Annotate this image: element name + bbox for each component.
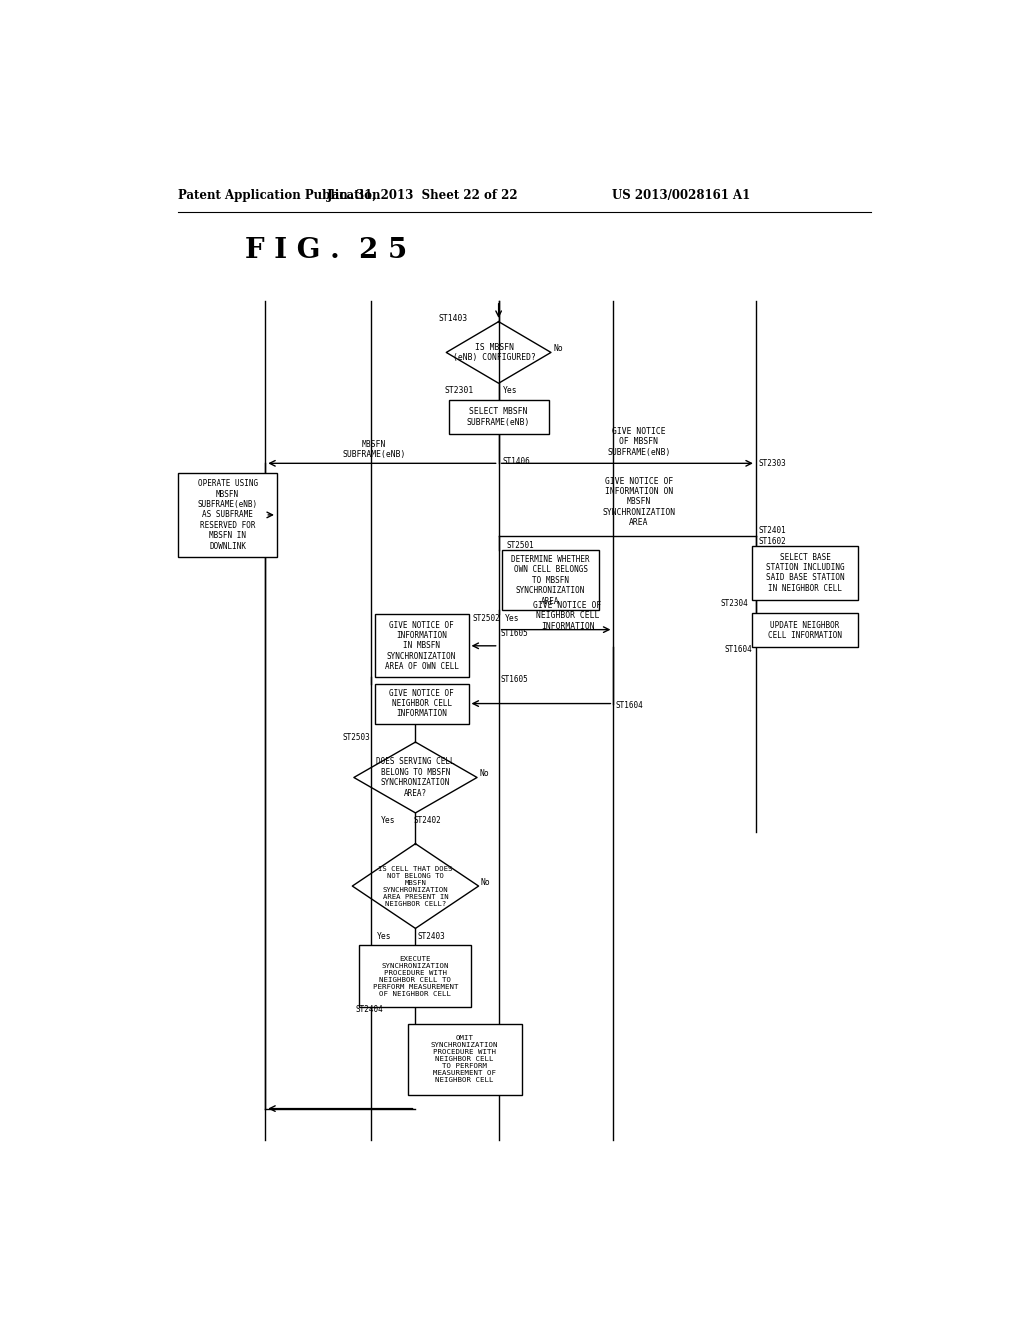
Text: GIVE NOTICE OF
INFORMATION
IN MBSFN
SYNCHRONIZATION
AREA OF OWN CELL: GIVE NOTICE OF INFORMATION IN MBSFN SYNC… <box>385 620 459 671</box>
Text: ST2403: ST2403 <box>417 932 444 941</box>
Bar <box>503 550 599 610</box>
Text: OMIT
SYNCHRONIZATION
PROCEDURE WITH
NEIGHBOR CELL
TO PERFORM
MEASUREMENT OF
NEIG: OMIT SYNCHRONIZATION PROCEDURE WITH NEIG… <box>431 1035 499 1084</box>
Text: MBSFN
SUBFRAME(eNB): MBSFN SUBFRAME(eNB) <box>343 440 406 459</box>
Text: DOES SERVING CELL
BELONG TO MBSFN
SYNCHRONIZATION
AREA?: DOES SERVING CELL BELONG TO MBSFN SYNCHR… <box>376 758 455 797</box>
Text: ST2503: ST2503 <box>342 733 370 742</box>
Text: Yes: Yes <box>503 387 517 396</box>
Text: F I G .  2 5: F I G . 2 5 <box>245 238 407 264</box>
Text: EXECUTE
SYNCHRONIZATION
PROCEDURE WITH
NEIGHBOR CELL TO
PERFORM MEASUREMENT
OF N: EXECUTE SYNCHRONIZATION PROCEDURE WITH N… <box>373 956 458 997</box>
Text: No: No <box>479 770 489 777</box>
Text: Yes: Yes <box>505 614 519 623</box>
Text: ST1604: ST1604 <box>724 645 752 655</box>
Bar <box>752 545 858 599</box>
Text: GIVE NOTICE OF
INFORMATION ON
MBSFN
SYNCHRONIZATION
AREA: GIVE NOTICE OF INFORMATION ON MBSFN SYNC… <box>602 477 675 527</box>
Text: GIVE NOTICE
OF MBSFN
SUBFRAME(eNB): GIVE NOTICE OF MBSFN SUBFRAME(eNB) <box>607 426 671 457</box>
Text: SELECT MBSFN
SUBFRAME(eNB): SELECT MBSFN SUBFRAME(eNB) <box>467 408 530 426</box>
Bar <box>359 945 471 1007</box>
Bar <box>375 614 469 677</box>
Text: ST2401: ST2401 <box>758 525 785 535</box>
Text: No: No <box>553 345 563 352</box>
Text: ST1602: ST1602 <box>758 537 785 545</box>
Text: GIVE NOTICE OF
NEIGHBOR CELL
INFORMATION: GIVE NOTICE OF NEIGHBOR CELL INFORMATION <box>534 601 602 631</box>
Text: ST2502: ST2502 <box>472 614 500 623</box>
Text: OPERATE USING
MBSFN
SUBFRAME(eNB)
AS SUBFRAME
RESERVED FOR
MBSFN IN
DOWNLINK: OPERATE USING MBSFN SUBFRAME(eNB) AS SUB… <box>198 479 258 550</box>
Bar <box>375 684 469 723</box>
Text: ST2402: ST2402 <box>414 816 441 825</box>
Text: GIVE NOTICE OF
NEIGHBOR CELL
INFORMATION: GIVE NOTICE OF NEIGHBOR CELL INFORMATION <box>389 689 454 718</box>
Text: Jan. 31, 2013  Sheet 22 of 22: Jan. 31, 2013 Sheet 22 of 22 <box>328 189 519 202</box>
Text: Yes: Yes <box>381 816 395 825</box>
Text: ST1604: ST1604 <box>615 701 643 710</box>
Text: IS MBSFN
(eNB) CONFIGURED?: IS MBSFN (eNB) CONFIGURED? <box>454 343 537 362</box>
Text: ST1605: ST1605 <box>501 676 528 684</box>
Text: Patent Application Publication: Patent Application Publication <box>178 189 381 202</box>
Text: DETERMINE WHETHER
OWN CELL BELONGS
TO MBSFN
SYNCHRONIZATION
AREA: DETERMINE WHETHER OWN CELL BELONGS TO MB… <box>511 556 590 606</box>
Bar <box>752 614 858 647</box>
Text: ST1406: ST1406 <box>503 457 530 466</box>
Bar <box>408 1024 521 1094</box>
Text: ST1605: ST1605 <box>501 630 528 638</box>
Bar <box>449 400 549 434</box>
Text: ST2404: ST2404 <box>355 1005 383 1014</box>
Text: UPDATE NEIGHBOR
CELL INFORMATION: UPDATE NEIGHBOR CELL INFORMATION <box>768 620 842 640</box>
Text: ST2303: ST2303 <box>758 459 785 467</box>
Text: ST2304: ST2304 <box>720 599 749 609</box>
Text: Yes: Yes <box>377 932 391 941</box>
Text: US 2013/0028161 A1: US 2013/0028161 A1 <box>611 189 750 202</box>
Text: ST2301: ST2301 <box>444 387 474 396</box>
Text: No: No <box>481 878 490 887</box>
Text: ST1403: ST1403 <box>438 314 468 323</box>
Text: IS CELL THAT DOES
NOT BELONG TO
MBSFN
SYNCHRONIZATION
AREA PRESENT IN
NEIGHBOR C: IS CELL THAT DOES NOT BELONG TO MBSFN SY… <box>378 866 453 907</box>
Bar <box>178 473 276 557</box>
Text: SELECT BASE
STATION INCLUDING
SAID BASE STATION
IN NEIGHBOR CELL: SELECT BASE STATION INCLUDING SAID BASE … <box>766 553 845 593</box>
Text: ST2501: ST2501 <box>506 541 535 550</box>
